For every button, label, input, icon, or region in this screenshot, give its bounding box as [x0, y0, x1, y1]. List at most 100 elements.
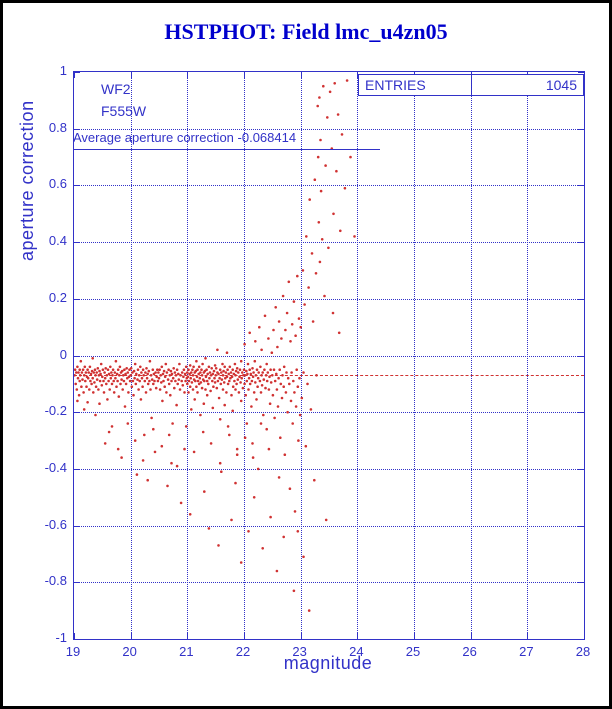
data-point — [181, 384, 185, 387]
data-point — [223, 365, 226, 369]
data-point — [121, 388, 124, 391]
data-point — [152, 427, 155, 431]
data-point — [281, 374, 284, 377]
data-point — [183, 391, 186, 394]
data-point — [249, 372, 253, 376]
data-point — [107, 430, 111, 434]
data-point — [175, 368, 179, 372]
data-point — [102, 379, 105, 383]
data-point — [171, 376, 175, 380]
data-point — [158, 368, 161, 372]
data-point — [124, 382, 128, 386]
data-point — [183, 372, 187, 376]
data-point — [170, 461, 173, 465]
x-tick-mark — [527, 633, 529, 639]
data-point — [259, 391, 263, 394]
data-point — [151, 368, 155, 372]
data-point — [286, 410, 289, 414]
x-tick-label: 27 — [519, 644, 534, 659]
data-point — [273, 379, 277, 383]
data-point — [146, 478, 149, 482]
data-point — [245, 379, 249, 383]
data-point — [270, 351, 274, 355]
data-point — [269, 368, 272, 372]
data-point — [266, 371, 270, 374]
data-point — [91, 357, 94, 360]
data-point — [345, 79, 349, 82]
data-point — [313, 478, 316, 482]
data-point — [160, 444, 164, 448]
data-point — [75, 388, 79, 391]
y-tick-mark — [74, 128, 80, 130]
data-point — [224, 371, 228, 374]
data-point — [228, 365, 232, 369]
data-point — [200, 368, 203, 372]
data-point — [200, 386, 204, 390]
data-point — [131, 379, 135, 383]
y-tick-mark — [578, 525, 584, 527]
y-tick-mark — [74, 639, 80, 640]
data-point — [118, 365, 122, 369]
data-point — [234, 374, 237, 377]
data-point — [292, 589, 296, 593]
data-point — [212, 369, 216, 373]
data-point — [226, 425, 230, 428]
data-point — [326, 116, 329, 119]
data-point — [95, 378, 99, 381]
data-point — [275, 569, 279, 573]
grid-line-horizontal — [74, 468, 584, 470]
data-point — [124, 372, 127, 376]
data-point — [304, 444, 308, 448]
data-point — [187, 391, 190, 394]
y-tick-mark — [74, 468, 80, 470]
data-point — [110, 382, 114, 386]
plot-area — [73, 71, 585, 640]
data-point — [129, 367, 133, 370]
data-point — [150, 416, 153, 420]
data-point — [171, 422, 174, 425]
data-point — [293, 510, 297, 513]
data-point — [184, 365, 188, 369]
data-point — [225, 391, 228, 394]
data-point — [328, 90, 332, 94]
data-point — [323, 294, 326, 298]
data-point — [168, 374, 172, 377]
data-point — [269, 515, 272, 519]
data-point — [239, 359, 243, 363]
data-point — [158, 388, 162, 391]
data-point — [110, 371, 113, 374]
data-point — [160, 365, 164, 369]
data-point — [235, 382, 238, 386]
data-point — [138, 379, 141, 383]
data-point — [260, 348, 263, 352]
data-point — [297, 317, 301, 320]
data-point — [276, 405, 280, 408]
y-tick-mark — [74, 242, 80, 244]
data-point — [154, 371, 157, 374]
data-point — [102, 391, 106, 394]
data-point — [234, 481, 237, 485]
data-point — [202, 402, 206, 406]
data-point — [316, 104, 319, 108]
y-tick-mark — [74, 72, 80, 73]
data-point — [74, 374, 76, 377]
data-point — [217, 396, 221, 400]
data-point — [324, 164, 327, 167]
data-point — [264, 374, 268, 377]
data-point — [282, 365, 286, 369]
data-point — [250, 379, 254, 383]
data-point — [143, 379, 147, 383]
data-point — [101, 375, 104, 379]
data-point — [190, 381, 194, 384]
data-point — [148, 379, 151, 383]
data-point — [198, 376, 202, 380]
data-point — [152, 382, 155, 386]
data-point — [259, 422, 263, 425]
data-point — [92, 391, 95, 394]
y-tick-mark — [74, 525, 80, 527]
data-point — [211, 379, 214, 383]
data-point — [251, 367, 254, 370]
data-point — [261, 547, 264, 550]
data-point — [233, 379, 236, 383]
data-point — [305, 235, 308, 238]
